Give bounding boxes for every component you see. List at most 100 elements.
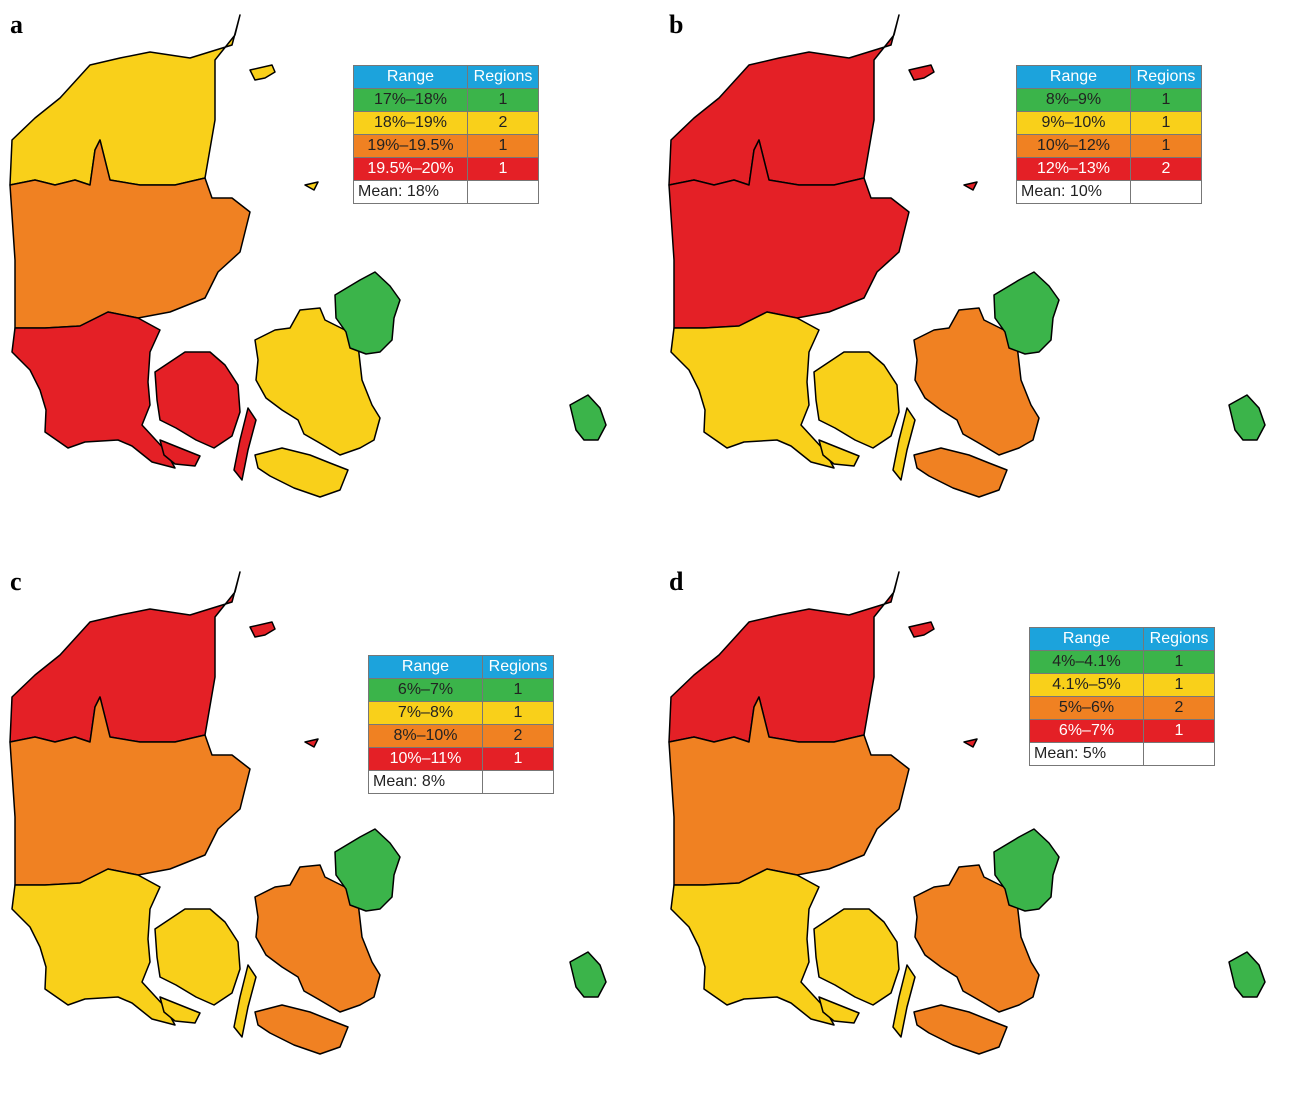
legend-range: 6%–7% [1029, 719, 1144, 743]
legend-count: 1 [1143, 719, 1215, 743]
legend-count: 1 [467, 134, 539, 158]
legend-mean: Mean: 8% [368, 770, 483, 794]
legend-range: 17%–18% [353, 88, 468, 112]
denmark-map [9, 14, 607, 498]
legend-count: 1 [467, 157, 539, 181]
legend-count: 1 [467, 88, 539, 112]
panel-label: c [10, 567, 22, 596]
region-syddanmark [892, 407, 916, 481]
legend-mean-blank [467, 180, 539, 204]
region-syddanmark [818, 439, 860, 467]
denmark-map [668, 14, 1266, 498]
map-panel-c: c Range Regions 6%–7% 1 7%–8% 1 8%–10% 2 10%… [0, 557, 649, 1114]
legend-range: 8%–9% [1016, 88, 1131, 112]
legend-mean: Mean: 10% [1016, 180, 1131, 204]
legend-range: 19.5%–20% [353, 157, 468, 181]
region-syddanmark [818, 996, 860, 1024]
panel-label: a [10, 10, 23, 39]
region-hovedstaden [569, 951, 607, 998]
legend-count: 1 [1143, 673, 1215, 697]
legend-mean-blank [482, 770, 554, 794]
legend-range: 18%–19% [353, 111, 468, 135]
region-syddanmark [813, 908, 900, 1006]
region-syddanmark [11, 868, 176, 1026]
region-syddanmark [159, 996, 201, 1024]
region-nordjylland [668, 14, 900, 186]
region-nordjylland [668, 571, 900, 743]
legend-range: 9%–10% [1016, 111, 1131, 135]
legend-table: Range Regions 4%–4.1% 1 4.1%–5% 1 5%–6% 2 6%… [1029, 627, 1215, 766]
legend-count: 1 [482, 701, 554, 725]
region-sjaelland [913, 447, 1008, 498]
region-hovedstaden [334, 271, 401, 355]
region-nordjylland [304, 181, 319, 191]
map-panel-a: a Range Regions 17%–18% 1 18%–19% 2 19%–19.… [0, 0, 649, 557]
region-sjaelland [254, 1004, 349, 1055]
denmark-map [9, 571, 607, 1055]
region-nordjylland [9, 14, 241, 186]
legend-count: 1 [1143, 650, 1215, 674]
region-syddanmark [233, 407, 257, 481]
legend-header-range: Range [1029, 627, 1144, 651]
legend-count: 1 [1130, 134, 1202, 158]
legend-header-range: Range [368, 655, 483, 679]
region-hovedstaden [569, 394, 607, 441]
legend-header-range: Range [353, 65, 468, 89]
legend-range: 5%–6% [1029, 696, 1144, 720]
legend-range: 10%–11% [368, 747, 483, 771]
legend-mean: Mean: 5% [1029, 742, 1144, 766]
region-nordjylland [249, 64, 276, 81]
legend-count: 2 [1143, 696, 1215, 720]
legend-table: Range Regions 8%–9% 1 9%–10% 1 10%–12% 1 12%… [1016, 65, 1202, 204]
region-syddanmark [813, 351, 900, 449]
legend-mean-blank [1143, 742, 1215, 766]
legend-count: 1 [482, 747, 554, 771]
region-nordjylland [908, 64, 935, 81]
region-nordjylland [304, 738, 319, 748]
panel-label: b [669, 10, 684, 39]
region-nordjylland [963, 738, 978, 748]
legend-header-regions: Regions [482, 655, 554, 679]
legend-header-range: Range [1016, 65, 1131, 89]
legend-range: 10%–12% [1016, 134, 1131, 158]
region-syddanmark [670, 868, 835, 1026]
region-sjaelland [254, 447, 349, 498]
region-syddanmark [154, 908, 241, 1006]
region-syddanmark [11, 311, 176, 469]
legend-header-regions: Regions [467, 65, 539, 89]
legend-count: 1 [482, 678, 554, 702]
legend-range: 6%–7% [368, 678, 483, 702]
region-hovedstaden [334, 828, 401, 912]
map-panel-d: d Range Regions 4%–4.1% 1 4.1%–5% 1 5%–6% 2 … [649, 557, 1298, 1114]
region-nordjylland [908, 621, 935, 638]
legend-count: 1 [1130, 88, 1202, 112]
legend-table: Range Regions 6%–7% 1 7%–8% 1 8%–10% 2 10%–1… [368, 655, 554, 794]
legend-mean: Mean: 18% [353, 180, 468, 204]
legend-count: 1 [1130, 111, 1202, 135]
region-syddanmark [233, 964, 257, 1038]
legend-header-regions: Regions [1143, 627, 1215, 651]
region-syddanmark [670, 311, 835, 469]
region-nordjylland [963, 181, 978, 191]
region-hovedstaden [1228, 394, 1266, 441]
legend-range: 19%–19.5% [353, 134, 468, 158]
legend-count: 2 [1130, 157, 1202, 181]
legend-count: 2 [467, 111, 539, 135]
legend-mean-blank [1130, 180, 1202, 204]
legend-range: 8%–10% [368, 724, 483, 748]
region-nordjylland [249, 621, 276, 638]
region-syddanmark [159, 439, 201, 467]
region-nordjylland [9, 571, 241, 743]
legend-count: 2 [482, 724, 554, 748]
legend-range: 4%–4.1% [1029, 650, 1144, 674]
legend-range: 4.1%–5% [1029, 673, 1144, 697]
legend-range: 12%–13% [1016, 157, 1131, 181]
map-panel-b: b Range Regions 8%–9% 1 9%–10% 1 10%–12% 1 1… [649, 0, 1298, 557]
denmark-map [668, 571, 1266, 1055]
panel-label: d [669, 567, 684, 596]
legend-range: 7%–8% [368, 701, 483, 725]
region-hovedstaden [1228, 951, 1266, 998]
legend-header-regions: Regions [1130, 65, 1202, 89]
region-syddanmark [154, 351, 241, 449]
region-sjaelland [913, 1004, 1008, 1055]
